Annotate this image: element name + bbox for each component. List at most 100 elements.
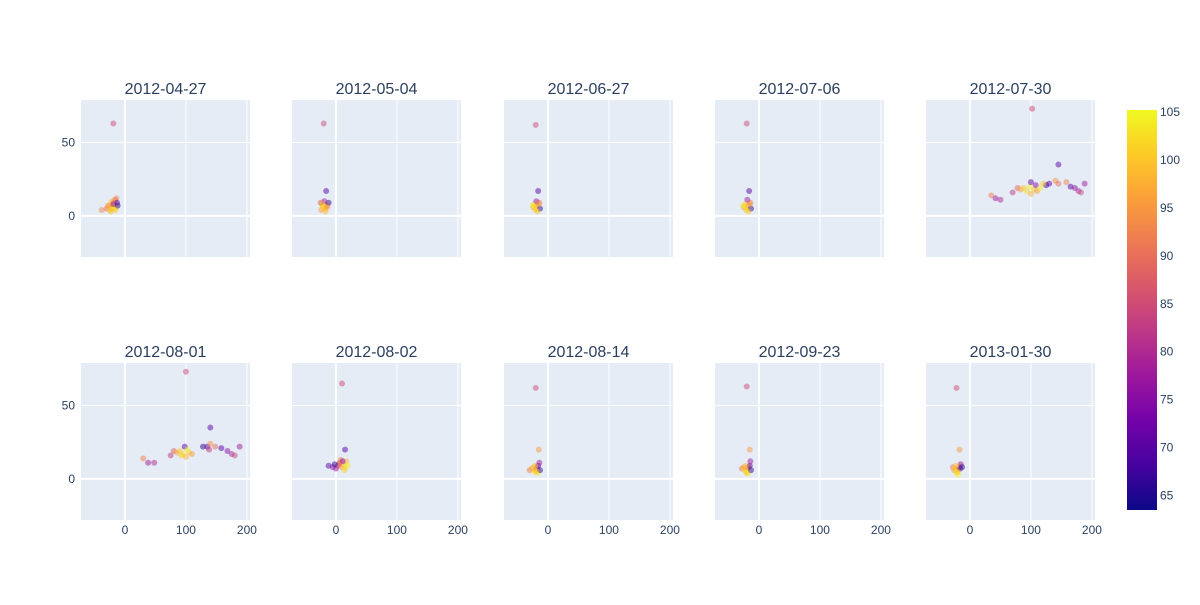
x-tick-label: 200: [660, 523, 680, 537]
data-point: [178, 452, 185, 459]
data-point: [997, 196, 1004, 203]
panel-title: 2012-08-01: [125, 344, 207, 361]
data-point: [746, 187, 753, 194]
data-point: [320, 120, 327, 127]
x-tick-label: 200: [237, 523, 257, 537]
panel-title: 2012-07-06: [759, 81, 841, 98]
data-point: [98, 207, 105, 214]
colorbar-tick-label: 70: [1160, 441, 1174, 455]
data-point: [342, 446, 349, 453]
data-point: [110, 120, 117, 127]
panel-title: 2012-08-14: [548, 344, 630, 361]
data-point: [184, 446, 191, 453]
data-point: [114, 202, 121, 209]
y-tick-label: 50: [62, 399, 76, 413]
data-point: [1027, 179, 1034, 186]
plot-background: [81, 100, 250, 257]
data-point: [331, 461, 338, 468]
plot-background: [292, 100, 461, 257]
data-point: [236, 443, 243, 450]
data-point: [1029, 105, 1036, 112]
x-tick-label: 0: [122, 523, 129, 537]
plot-background: [926, 100, 1095, 257]
data-point: [104, 202, 111, 209]
subplot-panel: 2012-07-30: [926, 81, 1095, 257]
colorbar-tick-label: 95: [1160, 201, 1174, 215]
data-point: [1023, 187, 1030, 194]
data-point: [189, 450, 196, 457]
data-point: [747, 458, 754, 465]
plot-background: [715, 363, 884, 520]
data-point: [182, 368, 189, 375]
data-point: [1063, 179, 1070, 186]
subplot-panel: 2013-01-30 0 100 200: [926, 344, 1102, 537]
x-tick-label: 100: [387, 523, 407, 537]
subplot-panel: 2012-08-14 0 100 200: [504, 344, 680, 537]
subplot-panel: 2012-08-02 0 100 200: [292, 344, 468, 537]
data-point: [743, 120, 750, 127]
plot-background: [81, 363, 250, 520]
data-point: [746, 201, 753, 208]
data-point: [224, 448, 231, 455]
subplot-panel: 2012-09-23 0 100 200: [715, 344, 891, 537]
data-point: [536, 459, 543, 466]
data-point: [344, 462, 351, 469]
plot-background: [715, 100, 884, 257]
subplot-panel: 2012-04-27 0 50: [62, 81, 250, 257]
data-point: [112, 207, 119, 214]
data-point: [532, 462, 539, 469]
panel-title: 2012-09-23: [759, 344, 841, 361]
y-tick-label: 0: [68, 209, 75, 223]
data-point: [533, 468, 540, 475]
subplot-panel: 2012-07-06: [715, 81, 884, 257]
data-point: [535, 187, 542, 194]
data-point: [532, 207, 539, 214]
data-point: [151, 459, 158, 466]
data-point: [952, 462, 959, 469]
data-point: [535, 446, 542, 453]
y-tick-label: 50: [62, 136, 76, 150]
subplot-panel: 2012-08-01 0 50 0 100 200: [62, 344, 258, 537]
data-point: [339, 380, 346, 387]
data-point: [535, 201, 542, 208]
data-point: [954, 468, 961, 475]
data-point: [1055, 180, 1062, 187]
data-point: [529, 202, 536, 209]
plot-background: [504, 100, 673, 257]
x-tick-label: 200: [448, 523, 468, 537]
data-point: [532, 121, 539, 128]
plot-background: [292, 363, 461, 520]
x-tick-label: 0: [545, 523, 552, 537]
x-tick-label: 0: [333, 523, 340, 537]
data-point: [323, 187, 330, 194]
data-point: [959, 464, 965, 471]
colorbar-tick-label: 65: [1160, 489, 1174, 503]
x-tick-label: 100: [810, 523, 830, 537]
x-tick-label: 0: [967, 523, 974, 537]
data-point: [1081, 180, 1088, 187]
data-point: [953, 384, 960, 391]
panel-title: 2012-05-04: [336, 81, 418, 98]
data-point: [317, 199, 324, 206]
data-point: [743, 470, 750, 477]
x-tick-label: 200: [1082, 523, 1102, 537]
panel-title: 2013-01-30: [970, 344, 1052, 361]
colorbar-tick-label: 75: [1160, 393, 1174, 407]
data-point: [742, 462, 749, 469]
data-point: [1055, 161, 1062, 168]
data-point: [1040, 180, 1047, 187]
data-point: [212, 443, 219, 450]
data-point: [218, 445, 225, 452]
x-tick-label: 200: [871, 523, 891, 537]
subplot-panel: 2012-06-27: [504, 81, 673, 257]
data-point: [341, 467, 348, 474]
data-point: [1027, 190, 1034, 197]
data-point: [335, 461, 342, 468]
data-point: [1046, 180, 1053, 187]
data-point: [182, 453, 189, 460]
x-tick-label: 100: [176, 523, 196, 537]
data-point: [744, 196, 751, 203]
data-point: [748, 467, 754, 474]
data-point: [743, 383, 750, 390]
